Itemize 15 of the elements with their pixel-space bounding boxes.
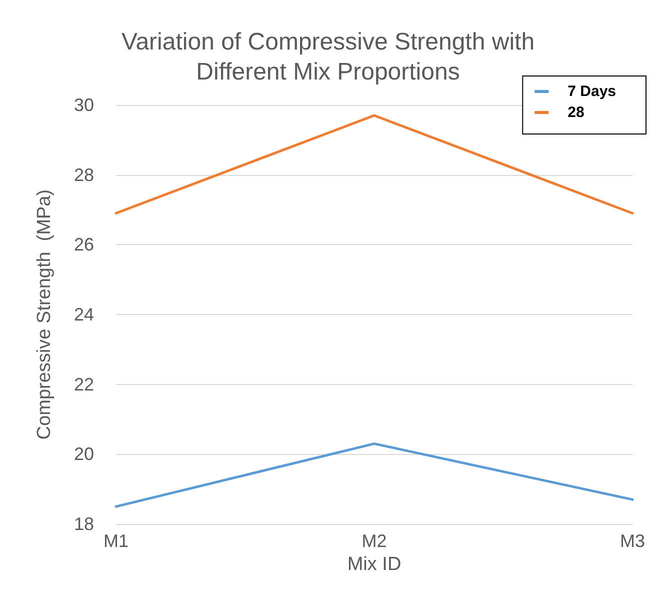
legend-label: 7 Days [568, 83, 616, 100]
legend-label: 28 [568, 104, 584, 121]
y-tick-label: 22 [74, 374, 94, 394]
y-tick-label: 20 [74, 444, 94, 464]
y-tick-label: 30 [74, 95, 94, 115]
x-tick-label: M2 [362, 531, 387, 551]
chart-title: Variation of Compressive Strength with Different Mix Proportions [121, 28, 535, 86]
y-tick-label: 18 [74, 514, 94, 534]
y-tick-label: 26 [74, 234, 94, 255]
y-tick-label: 28 [74, 164, 94, 185]
x-axis-title: Mix ID [347, 554, 402, 575]
x-tick-label: M1 [103, 531, 129, 551]
x-tick-label: M3 [620, 531, 646, 551]
y-axis-title: Compressive Strength (MPa) [34, 189, 55, 440]
y-tick-label: 24 [74, 304, 94, 324]
